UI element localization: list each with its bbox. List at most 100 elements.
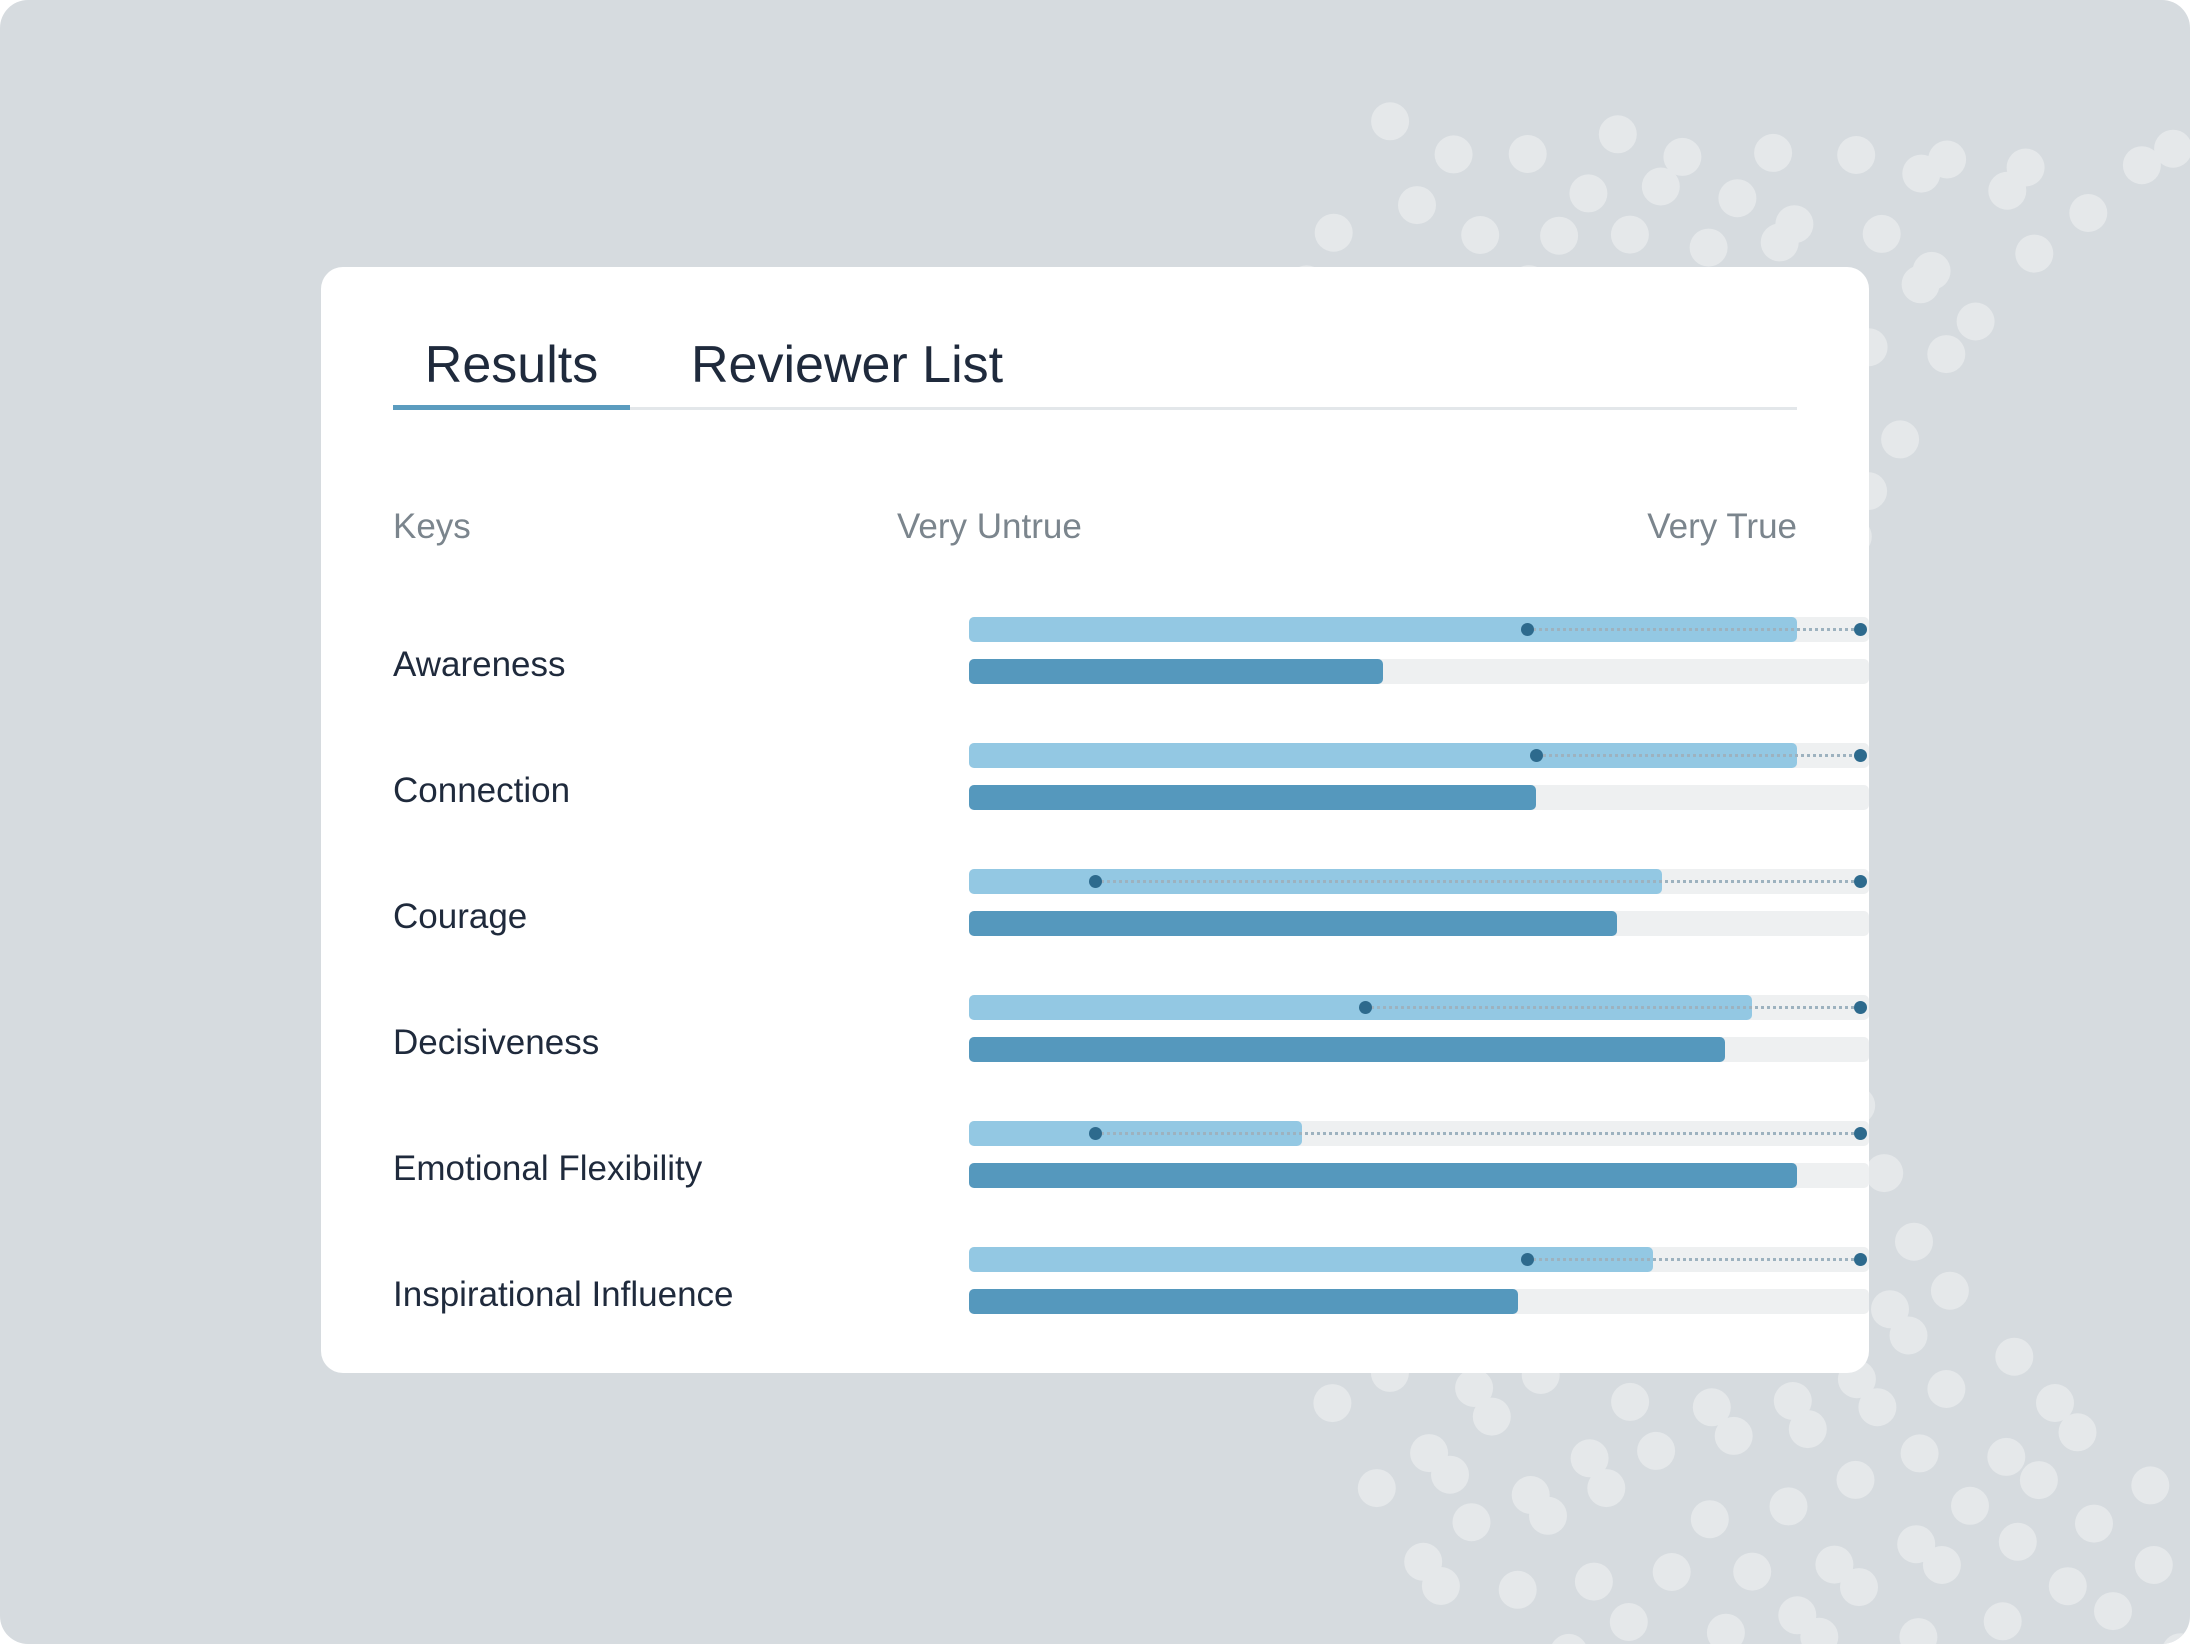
- decorative-dot: [1357, 1469, 1396, 1508]
- result-row: Connection: [393, 743, 1869, 833]
- decorative-dot: [1508, 135, 1547, 173]
- self-score-track: [969, 659, 1869, 684]
- decorative-dot: [1836, 1460, 1875, 1499]
- decorative-dot: [1611, 1382, 1650, 1421]
- decorative-dot: [1778, 1596, 1817, 1635]
- score-range-line: [1365, 1006, 1860, 1009]
- result-row-label: Inspirational Influence: [393, 1275, 734, 1314]
- decorative-dot: [1899, 1618, 1938, 1644]
- range-marker: [1089, 875, 1102, 888]
- tab-bar: Results Reviewer List: [393, 327, 1797, 410]
- result-row-label: Emotional Flexibility: [393, 1149, 703, 1188]
- self-score-bar: [969, 1289, 1518, 1314]
- decorative-dot: [1637, 1431, 1676, 1470]
- active-tab-indicator: [393, 405, 630, 410]
- self-score-bar: [969, 1037, 1725, 1062]
- decorative-dot: [1928, 140, 1967, 179]
- decorative-dot: [1569, 174, 1608, 213]
- decorative-dot: [2154, 129, 2190, 168]
- decorative-dot: [1881, 420, 1920, 459]
- results-card: Results Reviewer List Keys Very Untrue V…: [321, 267, 1869, 1373]
- decorative-dot: [1862, 214, 1901, 253]
- decorative-dot: [1840, 1568, 1878, 1607]
- range-marker: [1854, 749, 1867, 762]
- decorative-dot: [1788, 1410, 1827, 1449]
- decorative-dot: [1897, 1525, 1936, 1564]
- decorative-dot: [1865, 1154, 1904, 1193]
- decorative-dot: [1995, 1337, 2034, 1376]
- decorative-dot: [1956, 302, 1995, 341]
- reviewers-score-track: [969, 869, 1869, 894]
- decorative-dot: [1652, 1553, 1691, 1591]
- decorative-dot: [1314, 213, 1353, 252]
- decorative-dot: [2075, 1504, 2113, 1543]
- reviewers-score-track: [969, 995, 1869, 1020]
- reviewers-score-track: [969, 617, 1869, 642]
- decorative-dot: [1461, 216, 1500, 254]
- decorative-dot: [1775, 205, 1814, 244]
- decorative-dot: [1815, 1545, 1854, 1584]
- range-marker: [1854, 1253, 1867, 1266]
- decorative-dot: [1951, 1486, 1989, 1525]
- decorative-dot: [1689, 228, 1728, 267]
- range-marker: [1854, 1127, 1867, 1140]
- decorative-dot: [1714, 1416, 1753, 1455]
- decorative-dot: [1452, 1503, 1491, 1542]
- decorative-dot: [1930, 1271, 1969, 1310]
- range-marker: [1359, 1001, 1372, 1014]
- decorative-dot: [2094, 1592, 2132, 1631]
- result-row: Decisiveness: [393, 995, 1869, 1085]
- decorative-dot: [1313, 1384, 1352, 1423]
- result-row-label: Decisiveness: [393, 1023, 600, 1062]
- decorative-dot: [1498, 1570, 1537, 1609]
- tab-results[interactable]: Results: [424, 336, 599, 394]
- decorative-dot: [1574, 1562, 1613, 1601]
- decorative-dot: [1692, 1388, 1731, 1427]
- score-range-line: [1536, 754, 1860, 757]
- self-score-bar: [969, 1163, 1797, 1188]
- decorative-dot: [1410, 1434, 1449, 1473]
- decorative-dot: [1552, 1633, 1586, 1644]
- self-score-track: [969, 1289, 1869, 1314]
- result-row: Emotional Flexibility: [393, 1121, 1869, 1211]
- self-score-bar: [969, 659, 1383, 684]
- tab-reviewer-list[interactable]: Reviewer List: [691, 336, 1004, 394]
- decorative-dot: [1733, 1552, 1772, 1591]
- decorative-dot: [1983, 1602, 2022, 1641]
- self-score-track: [969, 1163, 1869, 1188]
- decorative-dot: [1754, 133, 1793, 172]
- decorative-dot: [1773, 1382, 1812, 1420]
- decorative-dot: [1927, 1370, 1966, 1408]
- decorative-dot: [1769, 1487, 1808, 1526]
- decorative-dot: [1871, 1290, 1909, 1329]
- decorative-dot: [2069, 194, 2108, 232]
- reviewers-score-track: [969, 743, 1869, 768]
- range-marker: [1854, 875, 1867, 888]
- decorative-dot: [1610, 215, 1649, 254]
- decorative-dot: [1587, 1469, 1626, 1508]
- decorative-dot: [1690, 1500, 1729, 1539]
- decorative-dot: [1987, 1437, 2026, 1476]
- self-score-track: [969, 1037, 1869, 1062]
- scale-min-label: Very Untrue: [897, 507, 1082, 546]
- range-marker: [1854, 1001, 1867, 1014]
- decorative-dot: [1434, 135, 1473, 174]
- decorative-dot: [2134, 1546, 2173, 1584]
- score-range-line: [1527, 628, 1860, 631]
- decorative-dot: [1718, 179, 1757, 218]
- decorative-dot: [1371, 102, 1410, 141]
- decorative-dot: [1570, 1439, 1609, 1478]
- result-row-label: Connection: [393, 771, 571, 810]
- result-row: Inspirational Influence: [393, 1247, 1869, 1337]
- decorative-dot: [1663, 137, 1702, 176]
- range-marker: [1521, 1253, 1534, 1266]
- reviewers-score-track: [969, 1247, 1869, 1272]
- decorative-dot: [2163, 1633, 2190, 1644]
- decorative-dot: [2015, 234, 2054, 273]
- keys-column-header: Keys: [393, 507, 471, 546]
- decorative-dot: [1706, 1613, 1745, 1644]
- result-row: Courage: [393, 869, 1869, 959]
- self-score-bar: [969, 785, 1536, 810]
- decorative-dot: [1511, 1476, 1550, 1514]
